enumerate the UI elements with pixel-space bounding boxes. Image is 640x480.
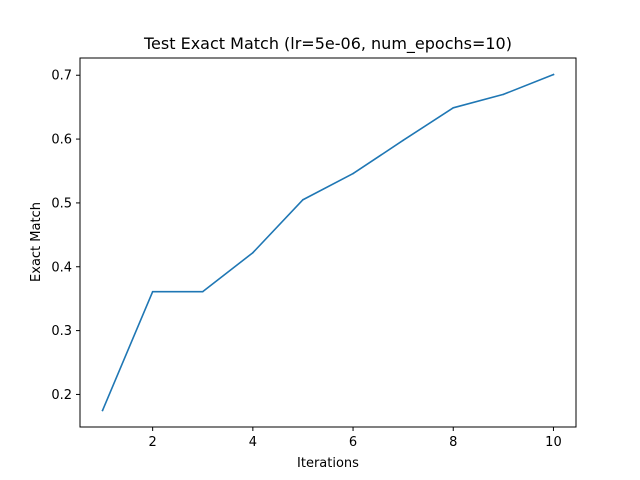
data-point [252,251,254,254]
x-tick-label: 4 [249,435,257,450]
y-tick-label: 0.4 [51,260,72,275]
y-tick-label: 0.7 [51,69,72,84]
y-tick-label: 0.3 [51,324,72,339]
data-point [302,198,304,201]
series-layer [101,73,555,412]
y-tick-label: 0.5 [51,196,72,211]
data-point [402,139,404,142]
data-point [201,290,204,293]
data-point [151,290,154,293]
y-tick-label: 0.2 [51,388,72,403]
plot-frame [79,57,577,428]
data-point [552,73,555,76]
y-axis-label: Exact Match [29,202,44,282]
y-axis: 0.2 0.3 0.4 0.5 0.6 0.7 [51,69,80,403]
data-point [502,93,505,96]
x-axis-label: Iterations [297,456,359,471]
x-tick-label: 8 [449,435,457,450]
x-tick-label: 10 [545,435,562,450]
x-tick-label: 6 [349,435,357,450]
data-point [352,172,354,175]
x-axis: 2 4 6 8 10 [149,427,562,450]
chart-title: Test Exact Match (lr=5e-06, num_epochs=1… [143,34,512,54]
y-tick-label: 0.6 [51,133,72,148]
data-point [101,409,104,412]
series-line [101,73,555,412]
x-tick-label: 2 [149,435,157,450]
data-point [452,106,455,109]
